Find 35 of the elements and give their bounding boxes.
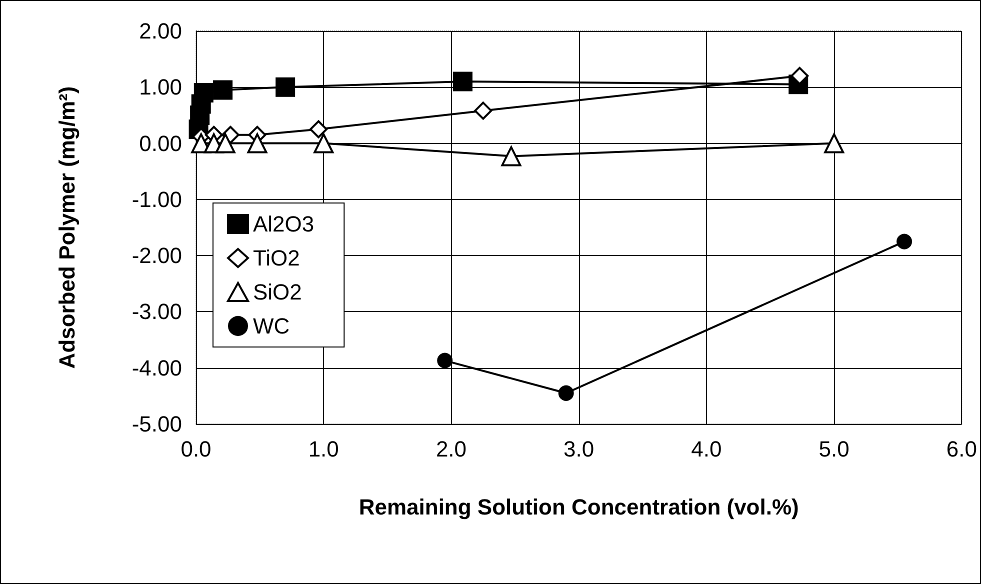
point bbox=[474, 102, 492, 120]
point bbox=[314, 133, 334, 154]
y-tick-label: -4.00 bbox=[132, 355, 182, 380]
point bbox=[558, 385, 574, 401]
point bbox=[501, 146, 522, 166]
y-tick-label: 2.00 bbox=[139, 18, 182, 44]
x-tick-label: 6.0 bbox=[946, 436, 978, 462]
x-tick-label: 4.0 bbox=[691, 436, 722, 462]
point bbox=[452, 72, 472, 92]
y-axis-title: Adsorbed Polymer (mg/m²) bbox=[54, 86, 80, 369]
x-tick-label: 2.0 bbox=[436, 436, 467, 462]
point bbox=[896, 234, 912, 250]
point bbox=[824, 133, 844, 154]
y-tick-label: 1.00 bbox=[139, 74, 182, 100]
x-tick-label: 3.0 bbox=[564, 436, 594, 462]
legend-label: Al2O3 bbox=[253, 212, 314, 236]
point bbox=[194, 83, 214, 103]
y-tick-label: -5.00 bbox=[132, 412, 182, 436]
x-tick-label: 5.0 bbox=[818, 436, 850, 462]
legend-label: WC bbox=[253, 314, 290, 338]
x-tick-label: 0.0 bbox=[180, 436, 212, 462]
legend-label: TiO2 bbox=[253, 246, 300, 270]
point bbox=[213, 80, 233, 100]
y-tick-label: -2.00 bbox=[132, 243, 182, 268]
point bbox=[310, 120, 328, 138]
point bbox=[276, 77, 296, 97]
point bbox=[215, 133, 236, 154]
legend-label: SiO2 bbox=[253, 280, 302, 304]
x-axis-title: Remaining Solution Concentration (vol.%) bbox=[358, 494, 799, 520]
x-tick-label: 1.0 bbox=[308, 436, 339, 462]
y-tick-label: -3.00 bbox=[132, 299, 182, 324]
point bbox=[437, 352, 453, 368]
y-tick-label: -1.00 bbox=[132, 186, 182, 212]
point bbox=[247, 133, 268, 154]
y-tick-label: 0.00 bbox=[139, 130, 182, 156]
